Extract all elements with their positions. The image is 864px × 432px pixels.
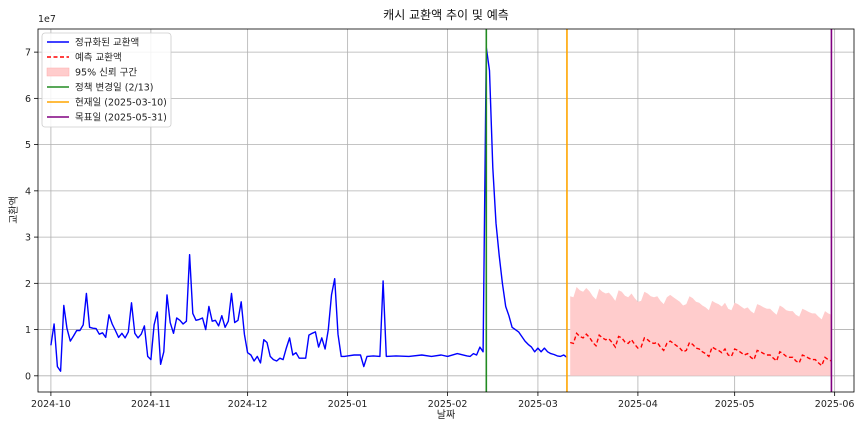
y-tick-label: 5: [25, 140, 31, 151]
y-tick-label: 1: [25, 325, 31, 336]
y-tick-label: 6: [25, 94, 31, 105]
x-ticks: 2024-10 2024-11 2024-12 2025-01 2025-02 2025-…: [31, 392, 854, 410]
legend-swatch: [46, 67, 70, 77]
y-tick-label: 4: [25, 186, 31, 197]
y-tick-label: 7: [25, 48, 31, 59]
x-tick-label: 2024-10: [31, 399, 71, 410]
x-tick-label: 2024-12: [228, 399, 268, 410]
y-tick-label: 2: [25, 279, 31, 290]
chart-title: 캐시 교환액 추이 및 예측: [383, 8, 509, 22]
x-tick-label: 2024-11: [131, 399, 171, 410]
x-tick-label: 2025-03: [518, 399, 558, 410]
confidence-band: [570, 287, 832, 376]
legend-label: 목표일 (2025-05-31): [75, 113, 167, 124]
reference-lines: [485, 29, 833, 392]
y-ticks: 0 1 2 3 4 5 6 7: [25, 48, 38, 382]
x-tick-label: 2025-05: [715, 399, 755, 410]
x-axis-label: 날짜: [437, 409, 455, 421]
series-lines: [50, 46, 832, 372]
series-line-normalized: [50, 46, 568, 372]
legend-label: 95% 신뢰 구간: [75, 68, 137, 79]
x-tick-label: 2025-04: [618, 399, 658, 410]
x-tick-label: 2025-01: [328, 399, 368, 410]
series-line-forecast: [570, 331, 832, 367]
legend-label: 현재일 (2025-03-10): [75, 98, 167, 109]
legend-label: 정책 변경일 (2/13): [75, 82, 154, 94]
y-axis-label: 교환액: [8, 196, 20, 224]
legend-label: 정규화된 교환액: [75, 37, 139, 49]
plot-frame: [37, 28, 855, 393]
y-scale-label: 1e7: [38, 14, 56, 25]
confidence-band-area: [570, 287, 832, 376]
x-tick-label: 2025-06: [815, 399, 855, 410]
x-tick-label: 2025-02: [428, 399, 468, 410]
legend-box: [41, 32, 172, 128]
y-tick-label: 0: [25, 371, 31, 382]
legend-label: 예측 교환액: [75, 52, 122, 64]
y-tick-label: 3: [25, 233, 31, 244]
